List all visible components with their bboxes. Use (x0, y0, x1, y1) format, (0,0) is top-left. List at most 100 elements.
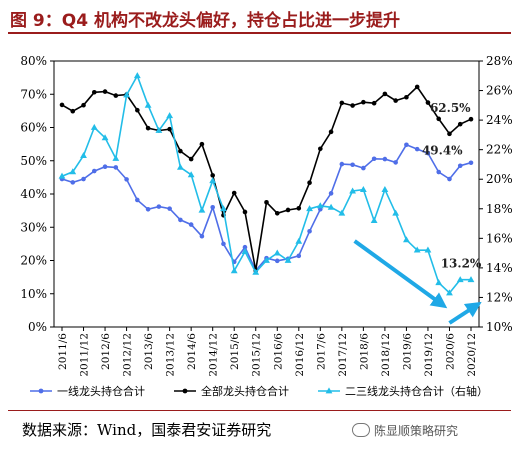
data-point-series-2 (69, 168, 77, 175)
data-point-series-1 (59, 102, 65, 108)
data-point-series-0 (296, 253, 302, 259)
data-point-series-0 (307, 228, 312, 234)
right-axis-tick-label: 26% (486, 84, 513, 98)
data-point-series-2 (370, 217, 378, 223)
data-point-series-2 (284, 256, 292, 263)
data-point-series-0 (188, 222, 194, 227)
data-point-series-1 (414, 84, 420, 90)
figure-title: 图 9：Q4 机构不改龙头偏好，持仓占比进一步提升 (10, 11, 400, 31)
data-point-series-2 (230, 267, 238, 274)
data-point-series-0 (167, 206, 172, 211)
data-point-series-2 (144, 101, 152, 108)
data-point-series-2 (101, 134, 109, 141)
data-point-series-2 (435, 279, 443, 286)
x-axis-tick-label: 2020/6 (444, 333, 456, 370)
title-divider (8, 32, 511, 34)
data-point-series-0 (221, 241, 226, 247)
data-point-series-2 (263, 256, 270, 263)
right-axis-tick-label: 20% (486, 172, 513, 186)
legend-label-1: 全部龙头持仓合计 (201, 384, 289, 398)
left-axis-tick-label: 50% (20, 154, 47, 168)
annotation-all-leaders-value: 62.5% (430, 101, 471, 115)
data-point-series-0 (361, 165, 366, 171)
left-axis-tick-label: 10% (20, 287, 47, 301)
data-point-series-0 (371, 156, 377, 162)
data-point-series-1 (91, 89, 97, 95)
data-point-series-2 (166, 112, 174, 119)
data-point-series-0 (468, 160, 474, 166)
x-axis-tick-label: 2017/12 (337, 333, 349, 377)
data-point-series-0 (414, 146, 420, 152)
data-point-series-2 (349, 187, 357, 194)
left-axis-tick-label: 70% (20, 87, 47, 101)
data-point-series-2 (198, 206, 206, 213)
right-axis-tick-label: 24% (486, 113, 513, 127)
data-point-series-1 (285, 207, 291, 213)
x-axis-tick-label: 2020/12 (466, 333, 478, 377)
data-point-series-2 (338, 209, 346, 216)
up-trend-arrow (448, 301, 482, 325)
data-point-series-1 (210, 173, 215, 178)
data-point-series-0 (81, 176, 86, 182)
right-axis-tick-label: 14% (486, 261, 513, 275)
data-point-series-2 (80, 151, 87, 158)
data-point-series-2 (273, 249, 281, 256)
data-point-series-1 (70, 108, 76, 114)
source-note: 数据来源：Wind，国泰君安证券研究 (22, 421, 272, 439)
data-point-series-1 (350, 103, 355, 108)
data-point-series-0 (91, 168, 97, 174)
x-axis-tick-label: 2016/6 (272, 333, 284, 370)
data-point-series-1 (307, 180, 312, 185)
data-point-series-2 (112, 154, 120, 161)
legend-label-0: 一线龙头持仓合计 (57, 384, 145, 398)
annotation-second-tier-value: 13.2% (441, 257, 482, 271)
data-point-series-1 (318, 146, 323, 152)
data-point-series-2 (359, 185, 367, 192)
x-axis-tick-label: 2015/6 (229, 333, 241, 370)
annotation-first-tier-value: 49.4% (422, 144, 463, 158)
data-point-series-1 (231, 190, 237, 196)
down-trend-arrow (353, 239, 448, 309)
data-point-series-1 (242, 209, 248, 215)
x-axis-tick-label: 2015/12 (251, 333, 263, 377)
data-point-series-0 (102, 164, 108, 170)
data-point-series-0 (404, 142, 409, 148)
data-point-series-0 (242, 244, 248, 250)
data-point-series-1 (296, 205, 302, 211)
data-point-series-2 (392, 209, 400, 216)
data-point-series-0 (70, 180, 76, 185)
data-point-series-1 (81, 102, 86, 108)
data-point-series-1 (102, 89, 108, 94)
data-point-series-1 (447, 131, 452, 137)
x-axis-tick-label: 2014/6 (186, 333, 198, 370)
data-point-series-1 (436, 116, 442, 122)
data-point-series-1 (188, 156, 194, 162)
x-axis-tick-label: 2012/6 (100, 333, 112, 370)
data-point-series-1 (339, 100, 345, 106)
data-point-series-0 (447, 176, 452, 182)
data-point-series-2 (381, 185, 389, 192)
data-point-series-1 (199, 141, 205, 147)
data-point-series-0 (156, 204, 162, 209)
x-axis-tick-label: 2012/12 (122, 333, 134, 377)
legend-marker-0 (38, 388, 44, 394)
data-point-series-0 (199, 233, 205, 239)
x-axis-tick-label: 2013/12 (165, 333, 177, 377)
data-point-series-2 (446, 289, 453, 296)
data-point-series-1 (113, 93, 119, 98)
data-point-series-0 (274, 258, 280, 264)
data-point-series-2 (456, 276, 464, 283)
data-point-series-0 (135, 197, 140, 203)
data-point-series-1 (145, 125, 151, 131)
data-point-series-2 (403, 236, 410, 243)
x-axis-tick-label: 2011/12 (79, 333, 91, 377)
data-point-series-0 (350, 162, 355, 168)
data-point-series-2 (90, 123, 98, 130)
data-point-series-2 (123, 91, 130, 98)
data-point-series-1 (274, 210, 280, 216)
legend-marker-1 (182, 388, 188, 394)
data-point-series-2 (467, 276, 475, 283)
data-point-series-1 (393, 98, 398, 103)
data-point-series-1 (425, 100, 431, 105)
watermark: 陈显顺策略研究 (352, 422, 458, 439)
